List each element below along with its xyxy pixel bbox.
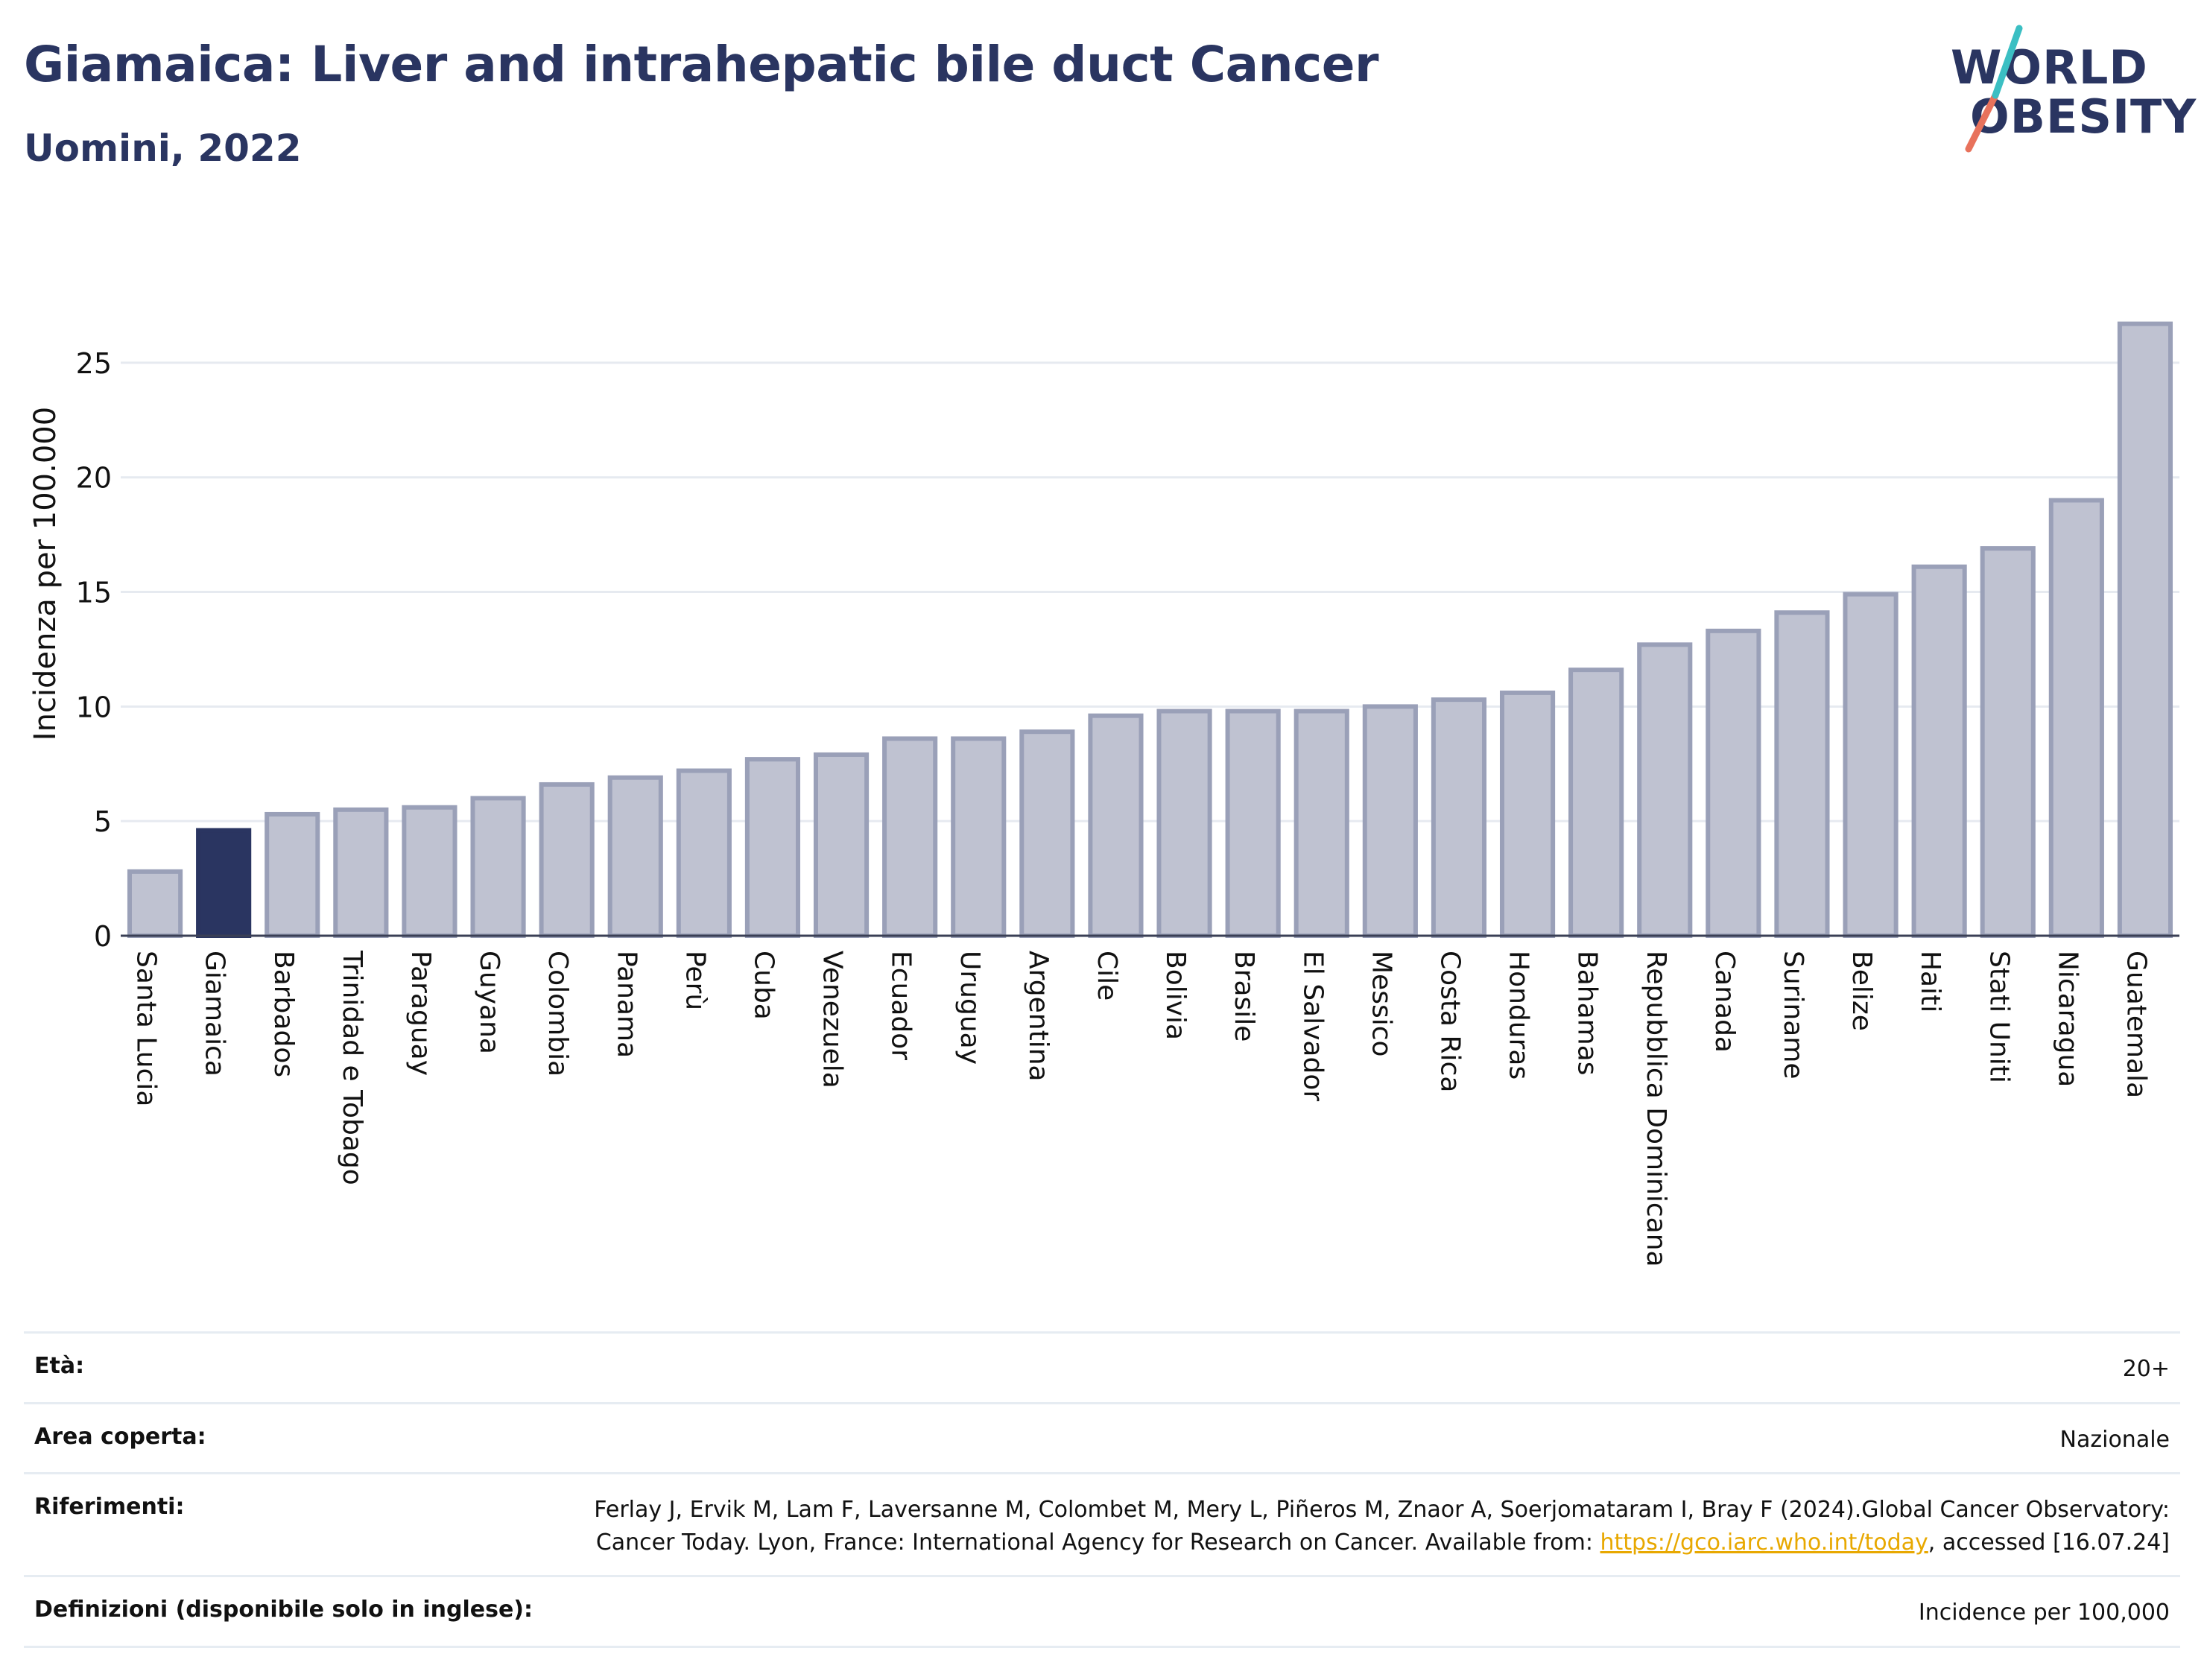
- bar-venezuela[interactable]: [813, 752, 870, 939]
- logo-slash-icon: [1965, 25, 2023, 153]
- x-tick-label: Bahamas: [1572, 951, 1603, 1076]
- meta-value-age: 20+: [2122, 1356, 2170, 1382]
- x-tick-label: Uruguay: [954, 951, 985, 1065]
- x-tick-label: Costa Rica: [1434, 951, 1465, 1092]
- logo-text-line2: OBESITY: [1970, 89, 2197, 144]
- bar-honduras[interactable]: [1499, 690, 1556, 938]
- x-tick-label: Cile: [1092, 951, 1122, 1001]
- chart-subtitle: Uomini, 2022: [24, 127, 302, 170]
- x-tick-label: Bolivia: [1160, 951, 1191, 1040]
- grid-lines: [121, 361, 2179, 822]
- bar-brasile[interactable]: [1225, 709, 1281, 938]
- x-tick-label: Ecuador: [886, 951, 916, 1060]
- bar-bahamas[interactable]: [1568, 668, 1624, 939]
- x-tick-label: El Salvador: [1297, 951, 1328, 1101]
- x-tick-label: Barbados: [268, 951, 299, 1077]
- x-tick-label: Canada: [1709, 951, 1740, 1053]
- y-tick-label: 0: [94, 920, 112, 953]
- x-tick-label: Giamaica: [200, 951, 230, 1077]
- meta-label-definitions: Definizioni (disponibile solo in inglese…: [34, 1597, 533, 1623]
- bar-messico[interactable]: [1362, 704, 1418, 938]
- bar-guatemala[interactable]: [2117, 321, 2173, 939]
- meta-row-area: Area coperta: Nazionale: [24, 1401, 2180, 1473]
- meta-label-references: Riferimenti:: [34, 1494, 185, 1520]
- bar-barbados[interactable]: [265, 811, 320, 938]
- metadata-table: Età: 20+ Area coperta: Nazionale Riferim…: [24, 1331, 2180, 1648]
- x-tick-label: Nicaragua: [2052, 951, 2083, 1087]
- x-tick-label: Panama: [611, 951, 642, 1058]
- bar-ecuador[interactable]: [882, 736, 938, 938]
- bar-suriname[interactable]: [1774, 610, 1830, 938]
- y-axis-ticks: 0 5 10 15 20 25: [76, 347, 112, 953]
- bar-canada[interactable]: [1706, 628, 1761, 938]
- x-tick-label: Haiti: [1915, 951, 1945, 1012]
- y-tick-label: 5: [94, 805, 112, 838]
- bar-trinidad-e-tobago[interactable]: [333, 807, 389, 938]
- bar-uruguay[interactable]: [951, 736, 1007, 938]
- reference-link[interactable]: https://gco.iarc.who.int/today: [1600, 1529, 1928, 1556]
- bar-per-[interactable]: [676, 768, 732, 939]
- x-tick-label: Paraguay: [405, 951, 436, 1076]
- x-tick-label: Cuba: [748, 951, 779, 1020]
- meta-label-age: Età:: [34, 1353, 85, 1379]
- meta-value-definitions: Incidence per 100,000: [1918, 1600, 2170, 1626]
- y-tick-label: 25: [76, 347, 112, 380]
- x-tick-label: Venezuela: [817, 951, 848, 1088]
- bar-paraguay[interactable]: [402, 805, 457, 938]
- bar-guyana[interactable]: [470, 796, 526, 938]
- x-tick-label: Colombia: [542, 951, 573, 1077]
- reference-text: Ferlay J, Ervik M, Lam F, Laversanne M, …: [594, 1497, 2170, 1556]
- bar-argentina[interactable]: [1019, 729, 1075, 938]
- bar-nicaragua[interactable]: [2048, 498, 2104, 938]
- meta-row-definitions: Definizioni (disponibile solo in inglese…: [24, 1575, 2180, 1648]
- x-axis-labels: Santa Lucia Giamaica Barbados Trinidad e To…: [131, 950, 2152, 1267]
- x-tick-label: Suriname: [1778, 951, 1808, 1080]
- y-tick-label: 15: [76, 577, 112, 609]
- meta-label-area: Area coperta:: [34, 1423, 206, 1450]
- x-tick-label: Belize: [1846, 951, 1877, 1031]
- bar-giamaica[interactable]: [196, 828, 252, 938]
- meta-row-age: Età: 20+: [24, 1331, 2180, 1402]
- x-tick-label: Argentina: [1023, 951, 1054, 1082]
- x-tick-label: Brasile: [1229, 951, 1259, 1042]
- logo-text-line1: WORLD: [1951, 40, 2148, 95]
- chart-title: Giamaica: Liver and intrahepatic bile du…: [24, 36, 1379, 93]
- y-tick-label: 10: [76, 691, 112, 723]
- x-tick-label: Perù: [680, 951, 710, 1010]
- meta-value-references: Ferlay J, Ervik M, Lam F, Laversanne M, …: [568, 1494, 2170, 1559]
- bar-colombia[interactable]: [539, 782, 595, 939]
- meta-value-area: Nazionale: [2059, 1426, 2170, 1453]
- bar-bolivia[interactable]: [1156, 709, 1212, 938]
- x-tick-label: Repubblica Dominicana: [1641, 951, 1671, 1267]
- bar-costa-rica[interactable]: [1431, 697, 1487, 938]
- x-tick-label: Guatemala: [2121, 951, 2151, 1098]
- x-tick-label: Guyana: [474, 951, 504, 1054]
- bars: [127, 321, 2173, 939]
- world-obesity-logo[interactable]: WORLD OBESITY: [1937, 21, 2196, 155]
- x-tick-label: Messico: [1366, 951, 1396, 1057]
- bar-stati-uniti[interactable]: [1980, 546, 2036, 938]
- bar-el-salvador[interactable]: [1293, 709, 1349, 938]
- bar-haiti[interactable]: [1911, 564, 1967, 938]
- x-tick-label: Trinidad e Tobago: [337, 950, 367, 1185]
- bar-cuba[interactable]: [744, 757, 801, 938]
- meta-row-references: Riferimenti: Ferlay J, Ervik M, Lam F, L…: [24, 1472, 2180, 1575]
- reference-accessed: , accessed [16.07.24]: [1928, 1529, 2170, 1556]
- bar-panama[interactable]: [607, 775, 663, 938]
- bar-santa-lucia[interactable]: [127, 869, 183, 938]
- y-axis-label: Incidenza per 100.000: [28, 407, 63, 741]
- y-tick-label: 20: [76, 462, 112, 495]
- bar-repubblica-dominicana[interactable]: [1637, 642, 1693, 938]
- x-tick-label: Santa Lucia: [131, 951, 162, 1106]
- bar-chart: 0 5 10 15 20 25 Santa Lucia Giamaica Barbados Tr…: [28, 321, 2179, 1267]
- x-tick-label: Stati Uniti: [1983, 951, 2014, 1083]
- bar-cile[interactable]: [1088, 713, 1144, 938]
- x-tick-label: Honduras: [1504, 951, 1534, 1080]
- bar-belize[interactable]: [1843, 592, 1899, 938]
